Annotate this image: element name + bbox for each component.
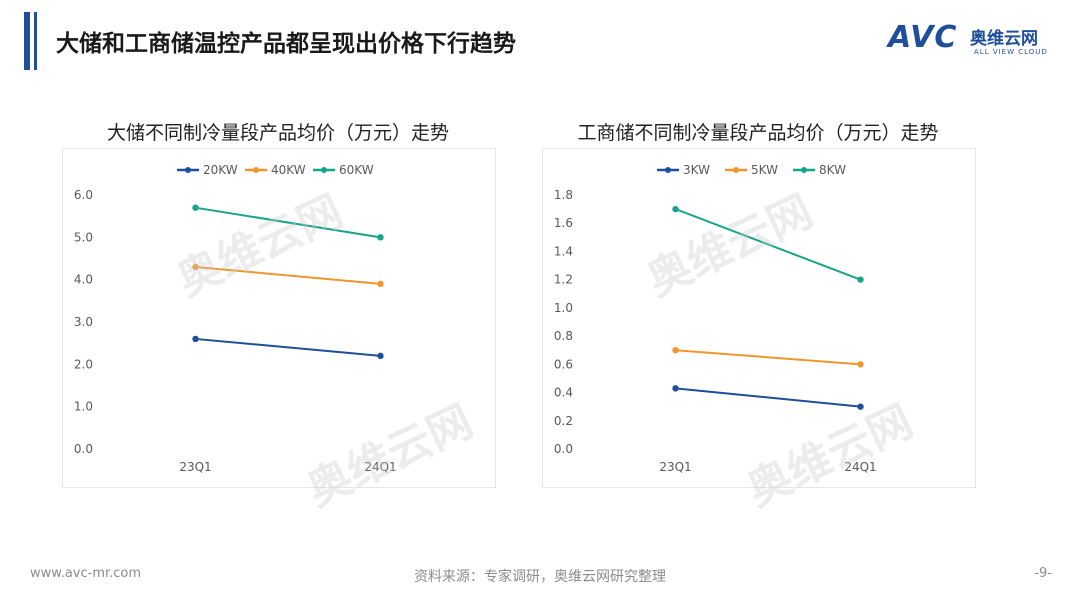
logo-mark: AVC: [888, 20, 958, 55]
data-point-40kw: [192, 263, 199, 271]
y-tick-label: 1.0: [74, 400, 93, 414]
y-tick-label: 4.0: [74, 273, 93, 287]
x-tick-label: 23Q1: [659, 460, 691, 474]
y-tick-label: 0.8: [554, 329, 573, 343]
avc-logo: AVC 奥维云网 ALL VIEW CLOUD: [888, 20, 1068, 60]
legend-label: 60KW: [339, 163, 374, 177]
y-tick-label: 2.0: [74, 357, 93, 371]
data-point-3kw: [672, 385, 679, 392]
x-tick-label: 24Q1: [844, 460, 876, 474]
legend-label: 40KW: [271, 163, 306, 177]
legend-swatch-marker: [321, 167, 327, 173]
legend-swatch-marker: [733, 167, 739, 173]
y-tick-label: 1.4: [554, 244, 573, 258]
footer-website: www.avc-mr.com: [30, 566, 142, 581]
title-accent-bar: [24, 12, 30, 70]
y-tick-label: 0.6: [554, 357, 573, 371]
data-point-5kw: [857, 361, 864, 368]
data-point-40kw: [377, 280, 384, 288]
data-point-8kw: [672, 205, 679, 213]
x-tick-label: 23Q1: [179, 460, 211, 474]
y-tick-label: 0.0: [74, 442, 93, 456]
y-tick-label: 3.0: [74, 315, 93, 329]
data-point-60kw: [192, 204, 199, 211]
logo-cn: 奥维云网: [970, 29, 1038, 49]
y-tick-label: 1.6: [554, 216, 573, 230]
chart-large-storage: 0.0 1.0 2.0 3.0 4.0 5.0 6.0 23Q1 24Q1 20KW 40KW 60K…: [74, 163, 397, 474]
data-point-5kw: [672, 347, 679, 354]
legend-swatch-marker: [801, 167, 807, 173]
footer-page-number: -9-: [1034, 566, 1052, 581]
chart-panel-commercial-storage: 0.0 0.2 0.4 0.6 0.8 1.0 1.2 1.4 1.6 1.8 23Q1 24Q1 3K…: [542, 148, 976, 488]
y-tick-label: 1.8: [554, 188, 573, 202]
chart-title-right: 工商储不同制冷量段产品均价（万元）走势: [577, 122, 939, 144]
data-point-20kw: [192, 335, 199, 343]
data-point-60kw: [377, 234, 384, 241]
legend-swatch-marker: [665, 167, 671, 173]
legend-label: 20KW: [203, 163, 238, 177]
legend-swatch-marker: [253, 167, 259, 173]
legend-label: 8KW: [819, 163, 846, 177]
legend-label: 3KW: [683, 163, 710, 177]
x-tick-label: 24Q1: [364, 460, 396, 474]
chart-panel-large-storage: 0.0 1.0 2.0 3.0 4.0 5.0 6.0 23Q1 24Q1 20KW 40KW 60K…: [62, 148, 496, 488]
series-line-60kw: [195, 206, 381, 239]
chart-commercial-storage: 0.0 0.2 0.4 0.6 0.8 1.0 1.2 1.4 1.6 1.8 23Q1 24Q1 3K…: [554, 163, 877, 474]
y-tick-label: 1.2: [554, 273, 573, 287]
series-line-3kw: [675, 387, 861, 408]
legend-label: 5KW: [751, 163, 778, 177]
series-line-40kw: [195, 265, 381, 285]
footer-source: 资料来源：专家调研，奥维云网研究整理: [414, 569, 666, 585]
logo-en: ALL VIEW CLOUD: [974, 48, 1048, 56]
y-tick-label: 6.0: [74, 188, 93, 202]
y-tick-label: 0.4: [554, 386, 573, 400]
series-line-5kw: [675, 349, 861, 366]
title-accent-bar-thin: [34, 12, 37, 70]
y-tick-label: 1.0: [554, 301, 573, 315]
chart-title-left: 大储不同制冷量段产品均价（万元）走势: [106, 122, 449, 144]
page-title: 大储和工商储温控产品都呈现出价格下行趋势: [56, 31, 516, 57]
data-point-20kw: [377, 352, 384, 360]
y-tick-label: 5.0: [74, 230, 93, 244]
legend-swatch-marker: [185, 167, 191, 173]
series-line-20kw: [195, 337, 381, 357]
series-line-8kw: [675, 208, 861, 281]
data-point-8kw: [857, 276, 864, 283]
y-tick-label: 0.2: [554, 414, 573, 428]
data-point-3kw: [857, 403, 864, 410]
y-tick-label: 0.0: [554, 442, 573, 456]
